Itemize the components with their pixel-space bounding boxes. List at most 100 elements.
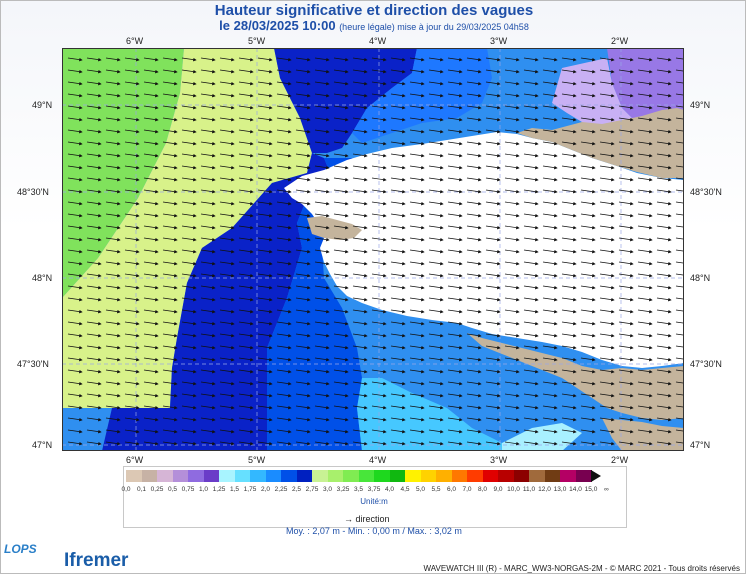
direction-arrow xyxy=(447,417,463,422)
direction-arrow xyxy=(428,345,444,350)
direction-arrow xyxy=(105,201,121,206)
direction-arrow xyxy=(219,381,235,386)
colorbar-tick-label: 0,25 xyxy=(150,486,164,493)
direction-arrow xyxy=(656,441,672,446)
direction-arrow xyxy=(219,273,235,278)
direction-arrow xyxy=(542,345,558,350)
direction-arrow xyxy=(352,177,368,182)
direction-arrow xyxy=(580,189,596,194)
direction-arrow xyxy=(276,165,292,170)
direction-arrow xyxy=(181,345,197,350)
colorbar-tick-label: 15,0 xyxy=(584,486,598,493)
direction-arrow xyxy=(580,333,596,338)
direction-arrow xyxy=(485,357,501,362)
direction-arrow xyxy=(618,357,634,362)
arrow-icon: → xyxy=(344,514,353,524)
direction-arrow xyxy=(371,381,387,386)
direction-arrow xyxy=(561,261,577,266)
direction-arrow xyxy=(276,81,292,86)
direction-arrow xyxy=(238,429,254,434)
direction-arrow xyxy=(428,93,444,98)
direction-arrow xyxy=(371,321,387,326)
zone-blue xyxy=(267,158,362,451)
direction-arrow xyxy=(656,393,672,398)
direction-arrow xyxy=(542,93,558,98)
direction-arrow xyxy=(599,117,615,122)
direction-arrow xyxy=(428,417,444,422)
direction-arrow xyxy=(523,117,539,122)
direction-arrow xyxy=(561,69,577,74)
direction-arrow xyxy=(580,273,596,278)
direction-arrow xyxy=(219,369,235,374)
direction-arrow xyxy=(67,441,83,446)
direction-arrow xyxy=(504,57,520,62)
direction-arrow xyxy=(162,345,178,350)
direction-arrow xyxy=(466,309,482,314)
direction-arrow xyxy=(428,357,444,362)
direction-arrow xyxy=(428,105,444,110)
direction-arrow xyxy=(352,141,368,146)
direction-arrow xyxy=(504,105,520,110)
direction-arrow xyxy=(542,429,558,434)
direction-arrow xyxy=(466,429,482,434)
direction-arrow xyxy=(561,93,577,98)
direction-arrow xyxy=(542,381,558,386)
direction-arrow xyxy=(409,429,425,434)
direction-arrow xyxy=(181,357,197,362)
map-title: Hauteur significative et direction des v… xyxy=(214,2,534,19)
direction-arrow xyxy=(428,369,444,374)
direction-arrow xyxy=(371,189,387,194)
direction-arrow xyxy=(561,201,577,206)
direction-arrow xyxy=(67,153,83,158)
direction-arrow xyxy=(580,129,596,134)
direction-arrow xyxy=(105,153,121,158)
direction-arrow xyxy=(656,69,672,74)
direction-arrow xyxy=(485,201,501,206)
direction-arrow xyxy=(656,141,672,146)
lon-label-bottom-3: 4°W xyxy=(369,455,387,465)
direction-arrow xyxy=(371,357,387,362)
direction-arrow xyxy=(219,141,235,146)
direction-arrow xyxy=(580,441,596,446)
direction-arrow xyxy=(200,177,216,182)
direction-arrow xyxy=(181,261,197,266)
direction-arrow xyxy=(219,177,235,182)
direction-arrow xyxy=(105,441,121,446)
direction-arrow xyxy=(599,105,615,110)
direction-arrow xyxy=(466,441,482,446)
direction-arrow xyxy=(561,417,577,422)
direction-arrow xyxy=(162,93,178,98)
direction-arrow xyxy=(295,93,311,98)
direction-arrow xyxy=(352,165,368,170)
direction-arrow xyxy=(428,309,444,314)
direction-arrow xyxy=(295,333,311,338)
direction-arrow xyxy=(409,105,425,110)
direction-arrow xyxy=(181,249,197,254)
direction-arrow xyxy=(295,405,311,410)
direction-arrow xyxy=(352,93,368,98)
direction-arrow xyxy=(67,273,83,278)
direction-arrow xyxy=(162,57,178,62)
direction-arrow xyxy=(181,177,197,182)
direction-arrow xyxy=(599,285,615,290)
direction-arrow xyxy=(466,357,482,362)
direction-arrow xyxy=(238,273,254,278)
direction-arrow xyxy=(295,261,311,266)
direction-arrow xyxy=(67,129,83,134)
direction-arrow xyxy=(105,285,121,290)
lat-label-right-3: 48°N xyxy=(690,273,711,283)
direction-arrow xyxy=(371,165,387,170)
land-normandy xyxy=(517,108,684,178)
direction-arrow xyxy=(599,441,615,446)
direction-arrow xyxy=(485,273,501,278)
direction-arrow xyxy=(580,345,596,350)
direction-arrow xyxy=(295,345,311,350)
direction-arrow xyxy=(523,429,539,434)
direction-arrow xyxy=(504,321,520,326)
direction-arrow xyxy=(67,81,83,86)
direction-arrow xyxy=(542,105,558,110)
direction-arrow xyxy=(599,333,615,338)
direction-arrow xyxy=(561,213,577,218)
direction-arrow xyxy=(295,81,311,86)
direction-arrow xyxy=(599,213,615,218)
